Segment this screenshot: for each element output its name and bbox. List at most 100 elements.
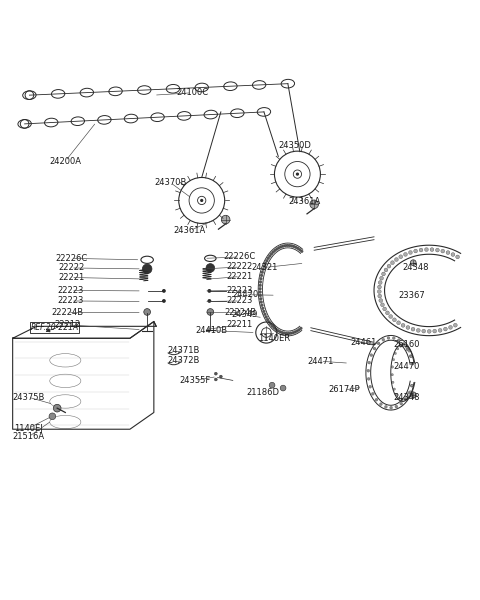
Circle shape (398, 397, 400, 400)
Text: 22212: 22212 (55, 320, 81, 329)
Circle shape (407, 395, 409, 398)
Text: 22226C: 22226C (224, 253, 256, 262)
Circle shape (410, 355, 412, 358)
Circle shape (367, 369, 370, 372)
Text: 24348: 24348 (403, 263, 430, 272)
Circle shape (396, 321, 400, 325)
Circle shape (427, 329, 431, 333)
Circle shape (268, 254, 271, 257)
Text: 24410B: 24410B (195, 326, 228, 335)
Circle shape (49, 413, 56, 419)
Text: 24100C: 24100C (176, 88, 208, 97)
Circle shape (381, 303, 384, 307)
Circle shape (263, 265, 266, 268)
Text: 26160: 26160 (393, 340, 420, 349)
Circle shape (444, 327, 447, 331)
Text: 24375B: 24375B (12, 392, 45, 401)
Text: 24470: 24470 (394, 362, 420, 371)
Text: 22224B: 22224B (224, 308, 256, 317)
Circle shape (387, 337, 390, 340)
Circle shape (414, 249, 418, 253)
Text: 22224B: 22224B (52, 308, 84, 317)
Circle shape (259, 298, 262, 300)
Circle shape (270, 253, 273, 256)
Circle shape (259, 287, 262, 290)
Circle shape (424, 248, 428, 251)
Circle shape (378, 281, 382, 284)
Circle shape (293, 331, 296, 334)
Text: REF.20-221A: REF.20-221A (30, 323, 79, 332)
Circle shape (310, 200, 319, 209)
Circle shape (446, 251, 450, 254)
Circle shape (409, 355, 412, 358)
Text: 21186D: 21186D (246, 388, 279, 397)
Circle shape (401, 399, 403, 401)
Circle shape (400, 402, 403, 405)
Circle shape (430, 248, 434, 251)
Text: 24370B: 24370B (155, 178, 187, 187)
Text: 22222: 22222 (58, 263, 84, 272)
Circle shape (260, 274, 263, 277)
Circle shape (206, 263, 215, 272)
Circle shape (387, 264, 391, 268)
Circle shape (261, 304, 264, 307)
Circle shape (280, 385, 286, 391)
Text: 22226C: 22226C (55, 254, 87, 263)
Circle shape (391, 261, 395, 265)
Circle shape (454, 323, 457, 327)
Circle shape (401, 323, 405, 327)
Circle shape (411, 362, 414, 365)
Circle shape (259, 281, 262, 283)
Circle shape (411, 385, 413, 387)
Circle shape (392, 358, 395, 361)
Circle shape (289, 332, 292, 335)
Circle shape (263, 310, 265, 313)
Circle shape (282, 245, 285, 247)
Circle shape (377, 290, 381, 293)
Circle shape (397, 339, 400, 341)
Circle shape (438, 328, 442, 332)
Circle shape (296, 173, 299, 176)
Circle shape (372, 392, 374, 395)
Circle shape (406, 348, 409, 351)
Circle shape (276, 329, 279, 332)
Circle shape (395, 394, 397, 396)
Circle shape (422, 329, 426, 333)
Text: 21516A: 21516A (12, 433, 45, 442)
Circle shape (207, 308, 214, 316)
Circle shape (395, 405, 398, 408)
Circle shape (390, 406, 393, 409)
Circle shape (399, 345, 402, 347)
Circle shape (264, 313, 266, 316)
Circle shape (259, 284, 262, 287)
Circle shape (405, 346, 408, 349)
Circle shape (296, 329, 299, 332)
Circle shape (290, 244, 293, 247)
Circle shape (367, 377, 370, 380)
Circle shape (269, 323, 272, 326)
Circle shape (298, 328, 300, 331)
Circle shape (200, 199, 204, 202)
Text: 22221: 22221 (58, 273, 84, 282)
Circle shape (393, 318, 396, 322)
Text: 24361A: 24361A (174, 226, 206, 235)
Circle shape (380, 403, 383, 406)
Circle shape (369, 385, 372, 388)
Text: 24371B: 24371B (168, 346, 200, 355)
Circle shape (215, 372, 217, 375)
Circle shape (410, 260, 416, 266)
Text: 22223: 22223 (227, 296, 253, 305)
Circle shape (265, 259, 268, 262)
Circle shape (433, 329, 437, 333)
Circle shape (384, 406, 387, 408)
Circle shape (162, 299, 166, 303)
Text: 22221: 22221 (227, 272, 253, 281)
Circle shape (391, 366, 394, 368)
Text: 24321: 24321 (252, 263, 278, 272)
Circle shape (395, 257, 398, 262)
Circle shape (383, 307, 386, 311)
Circle shape (435, 248, 439, 252)
Circle shape (294, 246, 297, 249)
Text: 1140EJ: 1140EJ (14, 424, 43, 433)
Circle shape (259, 290, 262, 293)
